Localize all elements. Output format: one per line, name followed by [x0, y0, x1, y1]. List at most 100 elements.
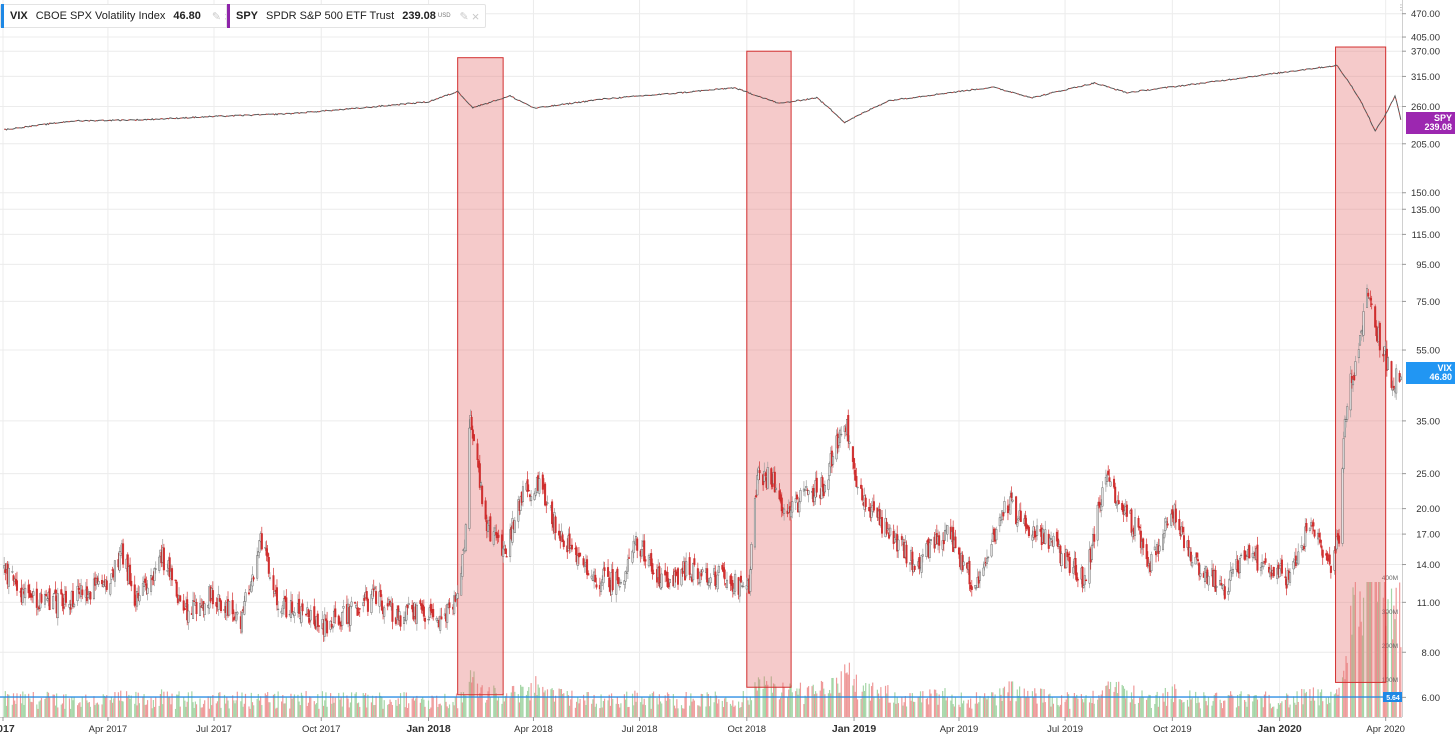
volume-bar	[844, 664, 846, 717]
volume-bar	[184, 700, 186, 717]
volume-bar	[827, 693, 830, 717]
vix-candle-body	[479, 482, 482, 487]
volume-bar	[682, 708, 684, 717]
volume-bar	[568, 705, 571, 717]
volume-bar	[486, 699, 488, 717]
volume-bar	[592, 699, 594, 717]
y-tick-label: 115.00	[1412, 230, 1440, 241]
legend-spy[interactable]: SPY SPDR S&P 500 ETF Trust 239.08 USD ✎ …	[226, 4, 487, 28]
volume-bar	[676, 699, 678, 717]
volume-bar	[689, 705, 691, 717]
vix-tag-ticker: VIX	[1437, 363, 1452, 373]
volume-bar	[511, 686, 514, 717]
volume-bar	[603, 698, 606, 717]
vix-candle-body	[143, 581, 146, 587]
vix-candle-body	[61, 593, 64, 607]
y-tick-label: 17.00	[1416, 530, 1440, 541]
vix-candle-body	[820, 477, 823, 499]
volume-bar	[355, 692, 357, 717]
vix-candle-body	[1328, 554, 1331, 565]
volume-bar	[852, 685, 854, 717]
volume-bar	[699, 706, 701, 717]
volume-tick-label: 400M	[1382, 575, 1398, 582]
volume-bar	[1203, 692, 1205, 717]
volume-bar	[657, 704, 659, 717]
vix-candle-body	[985, 558, 988, 564]
volume-bar	[125, 691, 128, 717]
volume-bar	[1254, 695, 1256, 717]
volume-bar	[807, 686, 810, 717]
volume-bar	[1074, 696, 1077, 717]
volume-bar	[1333, 694, 1335, 717]
vix-candle-body	[1391, 388, 1394, 391]
legend-vix[interactable]: VIX CBOE SPX Volatility Index 46.80 ✎ ×	[0, 4, 239, 28]
volume-bar	[933, 689, 936, 717]
volume-bar	[945, 700, 947, 717]
volume-bar	[185, 706, 187, 717]
volume-bar	[419, 702, 421, 717]
volume-bar	[994, 694, 996, 717]
volume-bar	[297, 694, 299, 717]
vix-candle-body	[43, 593, 46, 605]
volume-bar	[897, 703, 899, 717]
settings-icon[interactable]: ✎	[211, 10, 222, 23]
vix-candle-body	[968, 560, 971, 585]
volume-bar	[380, 695, 382, 717]
volume-bar	[387, 704, 389, 717]
vix-candle-body	[545, 504, 548, 506]
volume-bar	[1150, 707, 1152, 717]
vix-candle-body	[893, 537, 896, 543]
vix-candle-body	[1228, 578, 1231, 592]
volume-bar	[1190, 699, 1192, 717]
volume-bar	[977, 703, 979, 717]
vix-candle-body	[24, 587, 27, 599]
vix-candle-body	[1219, 580, 1222, 586]
vix-candle-body	[118, 551, 121, 571]
vix-candle-body	[791, 501, 794, 513]
vix-candle-body	[652, 572, 655, 574]
volume-bar	[177, 694, 179, 717]
volume-bar	[1320, 689, 1323, 717]
volume-bar	[756, 690, 758, 717]
volume-bar	[783, 686, 785, 717]
volume-bar	[448, 704, 451, 717]
volume-bar	[1263, 694, 1266, 717]
volume-bar	[1278, 704, 1281, 717]
vertical-dots-icon[interactable]: ⋮	[1397, 3, 1405, 12]
settings-icon[interactable]: ✎	[459, 10, 469, 23]
volume-bar	[1032, 696, 1035, 717]
volume-bar	[293, 694, 296, 717]
volume-bar	[816, 693, 818, 717]
volume-bar	[921, 702, 923, 717]
volume-bar	[847, 674, 849, 717]
vix-candle-body	[243, 601, 246, 615]
volume-bar	[824, 694, 826, 717]
volume-bar	[1116, 693, 1119, 717]
vix-candle-body	[301, 603, 304, 612]
vix-candle-body	[1048, 537, 1051, 546]
x-tick-label: Oct 2018	[728, 724, 767, 735]
volume-bar	[848, 662, 850, 717]
vix-candle-body	[87, 594, 90, 598]
x-tick-label: Jul 2018	[622, 724, 658, 735]
vix-candle-body	[770, 468, 773, 485]
volume-bar	[202, 703, 205, 717]
volume-bar	[176, 694, 178, 717]
volume-bar	[1064, 702, 1066, 717]
vix-candle-body	[1303, 545, 1306, 550]
vix-candle-body	[1238, 558, 1241, 573]
vix-candle-body	[422, 606, 425, 617]
volume-bar	[228, 708, 230, 717]
close-icon[interactable]: ×	[471, 8, 480, 24]
volume-bar	[234, 703, 236, 717]
vix-candle-body	[1002, 512, 1005, 517]
volume-bar	[1107, 681, 1109, 717]
volume-bar	[480, 687, 482, 717]
vix-candle-body	[925, 543, 928, 557]
volume-bar	[1255, 695, 1257, 717]
legend-currency: USD	[437, 13, 451, 19]
vix-candle-body	[217, 594, 220, 610]
vix-candle-body	[440, 616, 443, 620]
volume-bar	[130, 695, 132, 717]
